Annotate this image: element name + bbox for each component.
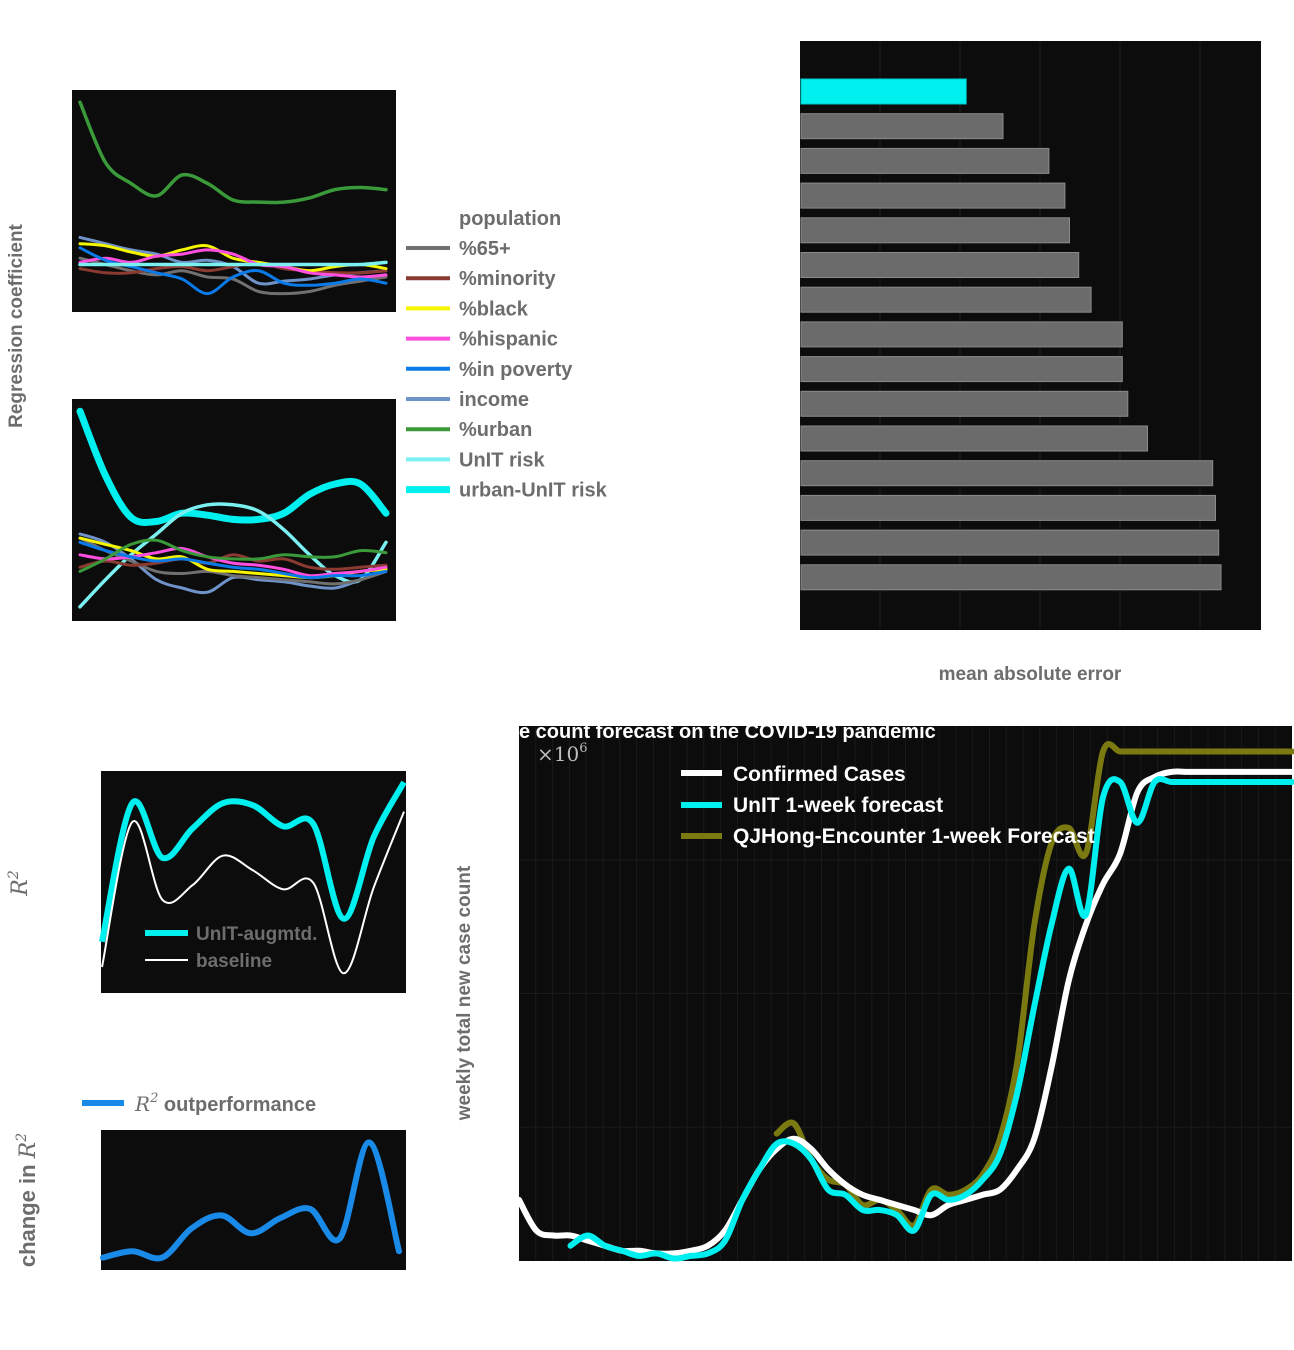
- regression-line-black: [78, 242, 388, 273]
- r2-change-lines: [100, 1139, 402, 1262]
- legend-label-urban_unit: urban-UnIT risk: [459, 480, 608, 502]
- legend-label-p65: %65+: [459, 238, 511, 260]
- regression-line-poverty: [78, 246, 388, 296]
- covid-multiplier: ×106: [537, 741, 588, 766]
- legend-label-hispanic: %hispanic: [459, 329, 558, 351]
- regression-top-lines: [78, 100, 388, 296]
- mae-bar: [800, 113, 1004, 140]
- r2-ylabel: R2: [6, 870, 33, 897]
- mae-bar: [800, 182, 1066, 209]
- legend-label-unit: UnIT risk: [459, 449, 545, 471]
- regression-line-income: [78, 532, 388, 595]
- mae-bar: [800, 390, 1129, 417]
- regression-ylabel: Regression coefficient: [6, 223, 27, 427]
- r2-legend-baseline: baseline: [196, 951, 272, 972]
- r2-change-legend: R2 outperformance: [134, 1091, 316, 1116]
- covid-gridlines: [519, 726, 1292, 1261]
- regression-bottom-lines: [76, 407, 390, 609]
- mae-xlabel: mean absolute error: [939, 664, 1122, 685]
- mae-bar: [800, 286, 1092, 313]
- legend-label-income: income: [459, 389, 529, 411]
- regression-legend: population %65+ %minority %black %hispanic%…: [406, 208, 608, 502]
- r2-line-unit-augmented: [99, 780, 407, 943]
- regression-line-poverty: [78, 540, 388, 580]
- covid-ylabel: weekly total new case count: [454, 865, 475, 1121]
- mae-bar: [800, 217, 1070, 244]
- mae-bar: [800, 529, 1220, 556]
- mae-bar: [800, 78, 967, 105]
- regression-line-green_small: [78, 538, 388, 573]
- r2-change-line: [100, 1139, 402, 1262]
- mae-bar: [800, 321, 1123, 348]
- r2-change-panel: [101, 1130, 406, 1270]
- mae-bar: [800, 460, 1214, 487]
- legend-label-black: %black: [459, 298, 529, 320]
- r2-legend-unit: UnIT-augmtd.: [196, 924, 317, 945]
- r2-legend: UnIT-augmtd. baseline: [145, 924, 317, 972]
- r2-lines: [99, 780, 407, 975]
- covid-legend: Confirmed Cases UnIT 1-week forecast QJH…: [681, 763, 1095, 848]
- regression-line-minority: [78, 553, 388, 571]
- regression-line-urban_unit: [76, 407, 390, 527]
- mae-bar: [800, 356, 1123, 383]
- covid-legend-unit: UnIT 1-week forecast: [733, 794, 943, 817]
- regression-line-hispanic: [78, 248, 388, 279]
- regression-line-p65: [78, 256, 388, 296]
- regression-line-urban: [78, 100, 388, 205]
- r2-change-ylabel: change in R2: [14, 1133, 41, 1267]
- legend-label-urban: %urban: [459, 419, 532, 441]
- covid-legend-confirmed: Confirmed Cases: [733, 763, 906, 786]
- covid-lines: [516, 741, 1294, 1262]
- r2-line-baseline: [101, 811, 405, 975]
- regression-line-p65: [78, 536, 388, 586]
- legend-title: population: [459, 208, 561, 230]
- legend-label-minority: %minority: [459, 268, 557, 290]
- legend-label-poverty: %in poverty: [459, 359, 573, 381]
- covid-legend-qjhong: QJHong-Encounter 1-week Forecast: [733, 825, 1095, 848]
- mae-bar: [800, 564, 1222, 591]
- covid-title: e count forecast on the COVID-19 pandemi…: [519, 721, 936, 743]
- mae-bar: [800, 147, 1050, 174]
- mae-bars: [800, 78, 1222, 591]
- covid-line-unit-forecast: [567, 776, 1294, 1262]
- mae-bar: [800, 425, 1148, 452]
- covid-line-qjhong-forecast: [773, 741, 1294, 1229]
- mae-bar: [800, 252, 1080, 278]
- regression-line-minority: [78, 260, 388, 275]
- regression-line-unit: [78, 260, 388, 267]
- mae-bar: [800, 494, 1216, 521]
